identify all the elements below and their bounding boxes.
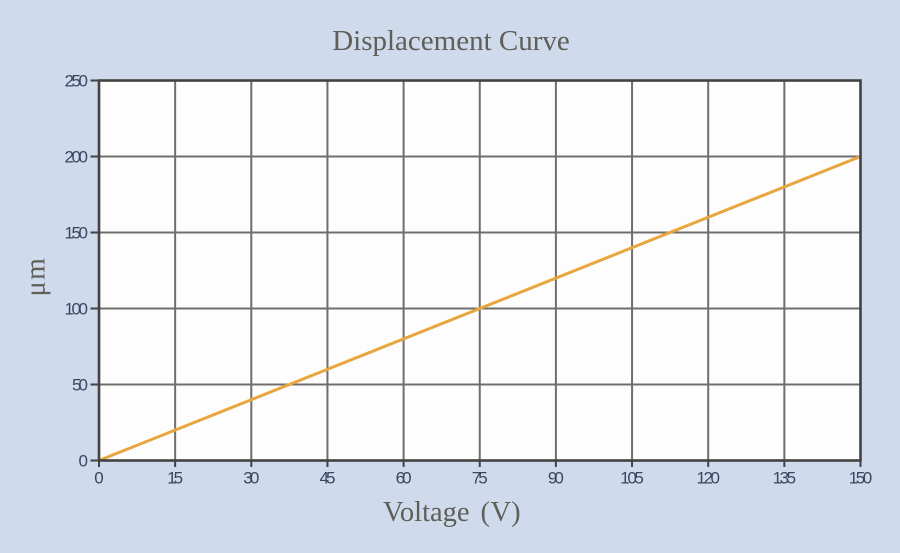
svg-text:30: 30 — [243, 469, 259, 488]
svg-text:105: 105 — [620, 469, 644, 488]
svg-text:90: 90 — [548, 469, 564, 488]
svg-text:μm: μm — [21, 257, 52, 297]
svg-text:100: 100 — [65, 300, 89, 319]
svg-text:50: 50 — [72, 376, 88, 395]
svg-text:200: 200 — [65, 148, 89, 167]
svg-text:15: 15 — [167, 469, 183, 488]
svg-text:150: 150 — [849, 469, 873, 488]
svg-text:250: 250 — [65, 72, 89, 91]
svg-text:120: 120 — [696, 469, 720, 488]
svg-text:60: 60 — [396, 469, 412, 488]
svg-text:135: 135 — [773, 469, 797, 488]
svg-text:150: 150 — [65, 224, 89, 243]
svg-text:0: 0 — [79, 452, 88, 471]
svg-text:75: 75 — [472, 469, 488, 488]
svg-text:Displacement Curve: Displacement Curve — [332, 25, 570, 57]
svg-text:45: 45 — [319, 469, 335, 488]
svg-text:0: 0 — [94, 469, 103, 488]
svg-text:Voltage(V): Voltage (V) — [383, 497, 521, 528]
